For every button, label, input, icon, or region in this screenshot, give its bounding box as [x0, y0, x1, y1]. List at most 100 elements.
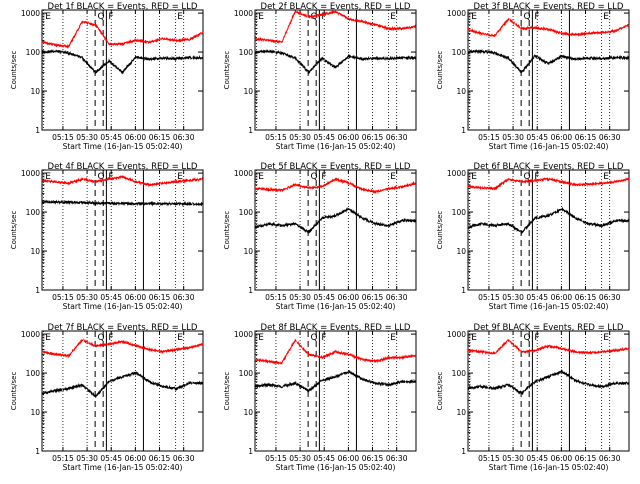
interval-annotation: F — [108, 172, 113, 182]
detector-panel-5: Det 5f BLACK = Events, RED = LLD 1 10 100 10… — [223, 162, 417, 311]
y-axis-label: Counts/sec — [223, 211, 231, 250]
x-tick-label: 06:00 — [125, 293, 147, 302]
x-tick-label: 06:15 — [575, 133, 597, 142]
series-events-line — [254, 369, 417, 394]
panel-title: Det 2f BLACK = Events, RED = LLD — [261, 2, 411, 12]
y-tick-label: 1000 — [234, 9, 253, 18]
panel-title: Det 5f BLACK = Events, RED = LLD — [261, 162, 411, 172]
y-tick-label: 1000 — [21, 330, 40, 339]
series-lld-line — [467, 338, 630, 356]
x-axis-label: Start Time (16-Jan-15 05:02:40) — [63, 302, 183, 311]
detector-panel-7: Det 7f BLACK = Events, RED = LLD 1 10 100 10… — [10, 323, 204, 472]
series-events-line — [254, 206, 417, 235]
plot-frame — [254, 169, 417, 291]
y-tick-label: 1000 — [234, 330, 253, 339]
x-tick-label: 06:15 — [149, 454, 171, 463]
y-tick-label: 10 — [30, 247, 40, 256]
series-lld-line — [467, 176, 630, 191]
y-axis-label: Counts/sec — [436, 372, 444, 411]
x-tick-label: 05:30 — [76, 454, 98, 463]
x-tick-label: 05:15 — [478, 454, 500, 463]
x-tick-label: 06:00 — [338, 293, 360, 302]
x-tick-label: 05:15 — [52, 133, 74, 142]
detector-panel-6: Det 6f BLACK = Events, RED = LLD 1 10 100 10… — [436, 162, 630, 311]
interval-annotation: E — [177, 12, 183, 22]
y-tick-label: 1000 — [21, 169, 40, 178]
x-tick-label: 05:45 — [313, 454, 335, 463]
plot-frame — [467, 9, 630, 131]
interval-annotation: Q — [311, 333, 318, 343]
plot-frame — [254, 330, 417, 452]
x-tick-label: 05:45 — [526, 133, 548, 142]
x-tick-label: 05:15 — [265, 293, 287, 302]
x-tick-label: 06:15 — [149, 293, 171, 302]
x-tick-label: 06:30 — [386, 133, 408, 142]
x-tick-label: 05:30 — [289, 293, 311, 302]
detector-panel-3: Det 3f BLACK = Events, RED = LLD 1 10 100 10… — [436, 2, 630, 151]
y-tick-label: 1000 — [447, 9, 466, 18]
y-axis-label: Counts/sec — [223, 372, 231, 411]
series-lld-line — [254, 177, 417, 195]
interval-annotation: E — [258, 172, 264, 182]
x-axis-label: Start Time (16-Jan-15 05:02:40) — [489, 302, 609, 311]
series-lld-line — [467, 17, 630, 37]
interval-annotation: F — [108, 333, 113, 343]
panel-title: Det 4f BLACK = Events, RED = LLD — [48, 162, 198, 172]
interval-annotation: F — [321, 333, 326, 343]
x-axis-label: Start Time (16-Jan-15 05:02:40) — [63, 142, 183, 151]
y-axis-label: Counts/sec — [223, 51, 231, 90]
x-tick-label: 06:15 — [575, 293, 597, 302]
y-tick-label: 1 — [35, 126, 40, 135]
y-tick-label: 1 — [35, 286, 40, 295]
y-tick-label: 100 — [26, 208, 41, 217]
x-tick-label: 05:45 — [313, 293, 335, 302]
y-tick-label: 100 — [452, 208, 467, 217]
x-tick-label: 05:30 — [502, 293, 524, 302]
interval-annotation: E — [45, 172, 51, 182]
y-tick-label: 10 — [456, 408, 466, 417]
interval-annotation: E — [471, 12, 477, 22]
series-events-line — [467, 206, 630, 235]
x-axis-label: Start Time (16-Jan-15 05:02:40) — [276, 302, 396, 311]
y-tick-label: 10 — [30, 408, 40, 417]
interval-annotation: E — [390, 12, 396, 22]
x-tick-label: 06:00 — [338, 133, 360, 142]
y-tick-label: 1 — [35, 447, 40, 456]
interval-annotation: Q — [98, 12, 105, 22]
y-tick-label: 1 — [248, 286, 253, 295]
y-tick-label: 100 — [239, 208, 254, 217]
x-tick-label: 05:15 — [265, 133, 287, 142]
x-axis-label: Start Time (16-Jan-15 05:02:40) — [276, 463, 396, 472]
x-tick-label: 06:00 — [125, 454, 147, 463]
interval-annotation: E — [177, 333, 183, 343]
detector-panel-1: Det 1f BLACK = Events, RED = LLD 1 10 100 10… — [10, 2, 204, 151]
detector-panel-8: Det 8f BLACK = Events, RED = LLD 1 10 100 10… — [223, 323, 417, 472]
interval-annotation: Q — [524, 172, 531, 182]
interval-annotation: E — [177, 172, 183, 182]
x-tick-label: 05:45 — [100, 293, 122, 302]
detector-panel-9: Det 9f BLACK = Events, RED = LLD 1 10 100 10… — [436, 323, 630, 472]
x-axis-label: Start Time (16-Jan-15 05:02:40) — [489, 142, 609, 151]
y-tick-label: 10 — [30, 87, 40, 96]
series-lld-line — [254, 339, 417, 366]
x-tick-label: 06:30 — [173, 133, 195, 142]
y-tick-label: 100 — [452, 369, 467, 378]
interval-annotation: Q — [524, 333, 531, 343]
interval-annotation: F — [534, 12, 539, 22]
x-tick-label: 06:15 — [362, 454, 384, 463]
y-axis-label: Counts/sec — [10, 211, 18, 250]
panel-title: Det 1f BLACK = Events, RED = LLD — [48, 2, 198, 12]
y-tick-label: 1 — [461, 447, 466, 456]
series-events-line — [467, 368, 630, 396]
y-tick-label: 10 — [456, 247, 466, 256]
x-tick-label: 06:15 — [149, 133, 171, 142]
series-lld-line — [254, 9, 417, 45]
x-tick-label: 06:15 — [362, 293, 384, 302]
panel-title: Det 6f BLACK = Events, RED = LLD — [474, 162, 624, 172]
interval-annotation: E — [603, 12, 609, 22]
x-tick-label: 05:15 — [265, 454, 287, 463]
series-events-line — [254, 48, 417, 75]
x-tick-label: 05:45 — [526, 293, 548, 302]
x-tick-label: 06:15 — [575, 454, 597, 463]
